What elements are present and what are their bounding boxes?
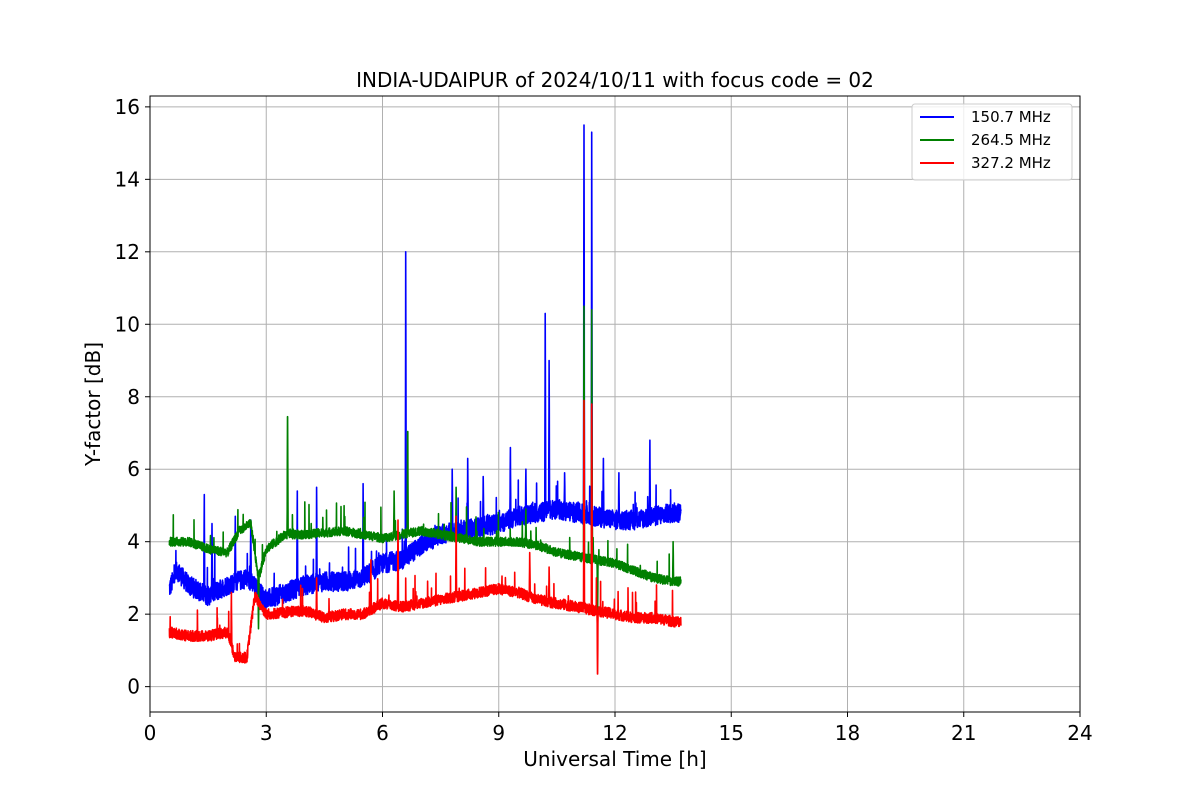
y-tick-label: 8 xyxy=(127,385,140,409)
y-axis-label: Y-factor [dB] xyxy=(81,342,105,467)
y-tick-label: 16 xyxy=(115,95,140,119)
legend-label-series-3: 327.2 MHz xyxy=(971,154,1051,172)
x-tick-label: 3 xyxy=(260,721,273,745)
x-axis-label: Universal Time [h] xyxy=(523,747,706,771)
y-tick-label: 4 xyxy=(127,530,140,554)
legend-label-series-2: 264.5 MHz xyxy=(971,131,1051,149)
y-tick-label: 10 xyxy=(115,312,140,336)
series-layer xyxy=(168,124,682,675)
y-tick-label: 14 xyxy=(115,167,140,191)
x-tick-label: 18 xyxy=(835,721,860,745)
x-tick-label: 21 xyxy=(951,721,976,745)
x-tick-label: 12 xyxy=(602,721,627,745)
x-tick-label: 24 xyxy=(1067,721,1092,745)
y-tick-label: 2 xyxy=(127,602,140,626)
x-tick-label: 6 xyxy=(376,721,389,745)
x-tick-label: 9 xyxy=(492,721,505,745)
legend: 150.7 MHz 264.5 MHz 327.2 MHz xyxy=(911,103,1073,181)
series-line xyxy=(168,305,682,630)
legend-box xyxy=(911,103,1073,181)
y-tick-label: 12 xyxy=(115,240,140,264)
y-tick-label: 0 xyxy=(127,675,140,699)
chart-title: INDIA-UDAIPUR of 2024/10/11 with focus c… xyxy=(356,68,874,92)
x-tick-label: 15 xyxy=(719,721,744,745)
series-line xyxy=(168,124,682,610)
y-tick-label: 6 xyxy=(127,457,140,481)
x-tick-label: 0 xyxy=(144,721,157,745)
legend-label-series-1: 150.7 MHz xyxy=(971,108,1051,126)
series-line xyxy=(168,399,682,675)
